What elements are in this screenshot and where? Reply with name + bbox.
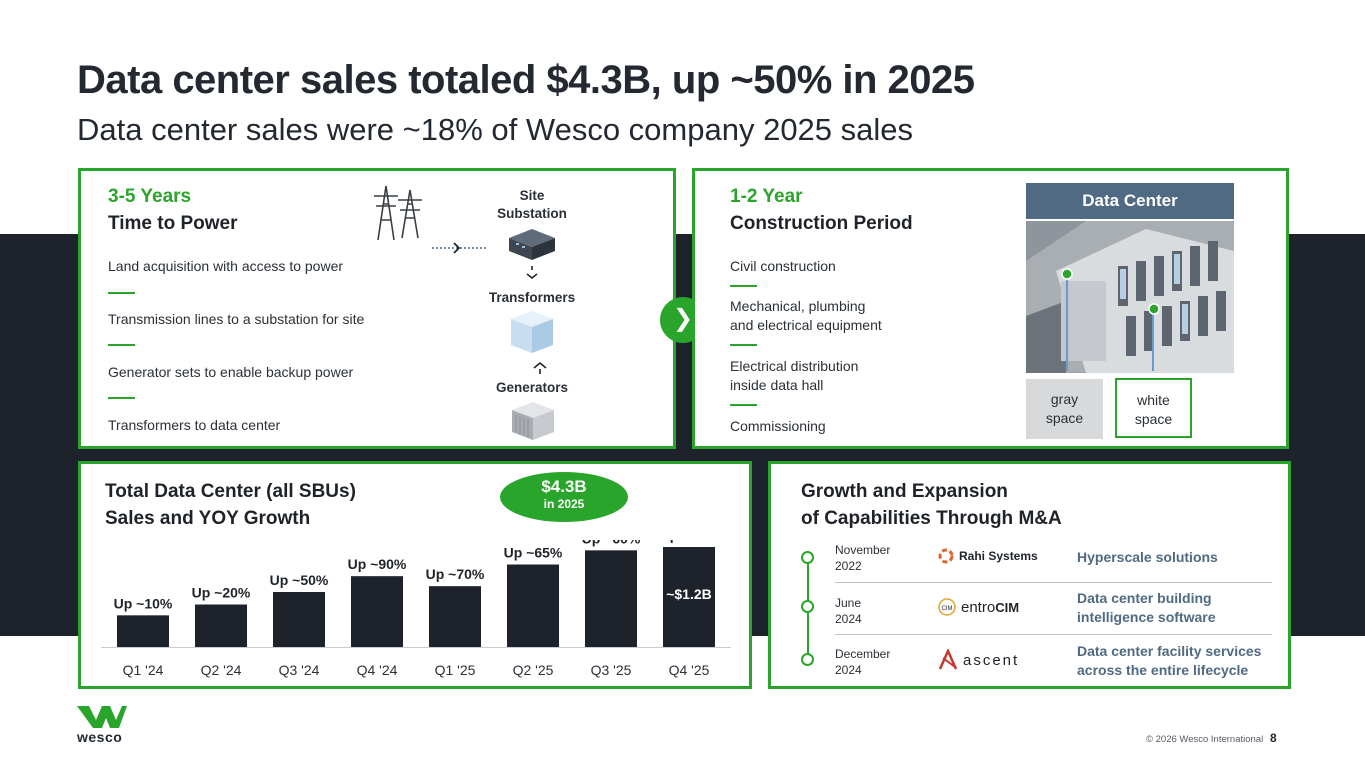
divider [108, 292, 135, 294]
bar-5 [507, 564, 559, 647]
page-number: 8 [1270, 731, 1277, 745]
acquisition-date: June 2024 [835, 596, 862, 626]
gray-space-label: gray space [1026, 379, 1103, 439]
divider [108, 344, 135, 346]
acquisition-description: Hyperscale solutions [1077, 549, 1218, 565]
entrocim-text-suffix: CIM [995, 599, 1020, 615]
acquisition-description: Data center building intelligence softwa… [1077, 590, 1216, 625]
power-item: Land acquisition with access to power [108, 258, 344, 274]
dotted-arrow-icon [432, 242, 488, 254]
power-item: Transmission lines to a substation for s… [108, 311, 365, 327]
chart-heading-line2: Sales and YOY Growth [105, 508, 311, 529]
rahi-logo-icon [938, 548, 954, 564]
x-tick-label-6: Q3 '25 [591, 662, 632, 678]
row-divider [835, 634, 1272, 635]
power-item: Transformers to data center [108, 417, 281, 433]
wesco-logo-text: wesco [77, 729, 123, 745]
bar-4 [429, 586, 481, 647]
growth-label-0: Up ~10% [114, 595, 173, 611]
ascent-logo: ascent [938, 649, 1019, 671]
bar-2 [273, 592, 325, 647]
divider [108, 397, 135, 399]
bar-6 [585, 550, 637, 647]
construction-item: Commissioning [730, 418, 826, 434]
rahi-logo-text: Rahi Systems [959, 549, 1038, 563]
power-years-heading: 3-5 Years [108, 186, 192, 207]
growth-label-2: Up ~50% [270, 572, 329, 588]
timeline-dot [801, 551, 814, 564]
divider [730, 285, 757, 287]
growth-label-6: Up ~60% [582, 540, 641, 546]
copyright-text: © 2026 Wesco International [1146, 734, 1264, 745]
page-subtitle: Data center sales were ~18% of Wesco com… [77, 112, 914, 147]
transmission-tower-icon [374, 185, 422, 241]
total-sales-badge: $4.3B in 2025 [500, 472, 628, 522]
rahi-systems-logo: Rahi Systems [938, 548, 1038, 564]
connector-icon [533, 361, 547, 374]
svg-text:CIM: CIM [942, 606, 953, 612]
substation-icon [509, 229, 555, 260]
construction-item: Mechanical, plumbing and electrical equi… [730, 298, 882, 333]
power-heading: Time to Power [108, 213, 238, 234]
sales-bar-chart: Up ~10% Q1 '24 Up ~20% Q2 '24 Up ~50% Q3 '24 U… [101, 540, 731, 678]
total-sales-value: $4.3B [541, 477, 587, 496]
generators-label: Generators [495, 380, 569, 395]
page-title: Data center sales totaled $4.3B, up ~50%… [77, 58, 975, 102]
generator-icon [512, 402, 554, 440]
growth-label-4: Up ~70% [426, 566, 485, 582]
x-tick-label-5: Q2 '25 [513, 662, 554, 678]
power-item: Generator sets to enable backup power [108, 364, 354, 380]
x-tick-label-1: Q2 '24 [201, 662, 242, 678]
connector-icon [526, 266, 538, 280]
growth-label-5: Up ~65% [504, 545, 563, 561]
mna-heading-line1: Growth and Expansion [801, 481, 1008, 502]
data-center-label: Data Center [1026, 183, 1234, 219]
transformer-icon [511, 311, 553, 353]
construction-heading: Construction Period [730, 213, 913, 234]
acquisition-date: November 2022 [835, 543, 891, 573]
transformers-label: Transformers [488, 290, 576, 305]
data-center-floorplan-image [1026, 221, 1234, 373]
acquisition-date: December 2024 [835, 647, 891, 677]
ascent-logo-icon [938, 649, 958, 670]
row-divider [835, 582, 1272, 583]
growth-label-1: Up ~20% [192, 585, 251, 601]
x-tick-label-0: Q1 '24 [123, 662, 164, 678]
white-space-label: white space [1115, 378, 1192, 438]
wesco-logo-icon [77, 706, 127, 728]
growth-label-3: Up ~90% [348, 556, 407, 572]
growth-label-7: Up ~30% [660, 540, 719, 543]
entrocim-text-prefix: entro [961, 598, 996, 616]
entrocim-logo: CIM entroCIM [938, 598, 1019, 616]
divider [730, 404, 757, 406]
total-sales-year: in 2025 [543, 497, 585, 511]
x-tick-label-4: Q1 '25 [435, 662, 476, 678]
ascent-logo-text: ascent [963, 651, 1020, 669]
x-tick-label-3: Q4 '24 [357, 662, 398, 678]
bar-1 [195, 604, 247, 647]
bar-7 [663, 547, 715, 647]
entrocim-logo-icon: CIM [938, 598, 956, 616]
bar-0 [117, 615, 169, 647]
timeline-dot [801, 653, 814, 666]
time-to-power-panel [78, 168, 676, 449]
mna-panel [768, 461, 1291, 689]
chart-heading-line1: Total Data Center (all SBUs) [105, 481, 356, 502]
site-substation-label: Site Substation [497, 188, 567, 221]
construction-years-heading: 1-2 Year [730, 186, 803, 207]
bar-value-label: ~$1.2B [666, 586, 712, 602]
mna-heading-line2: of Capabilities Through M&A [801, 508, 1062, 529]
bar-3 [351, 576, 403, 647]
sales-chart-panel [78, 461, 752, 689]
construction-item: Electrical distribution inside data hall [730, 358, 859, 393]
timeline-dot [801, 600, 814, 613]
construction-item: Civil construction [730, 258, 836, 274]
x-tick-label-7: Q4 '25 [669, 662, 710, 678]
x-tick-label-2: Q3 '24 [279, 662, 320, 678]
acquisition-description: Data center facility services across the… [1077, 643, 1262, 678]
divider [730, 344, 757, 346]
